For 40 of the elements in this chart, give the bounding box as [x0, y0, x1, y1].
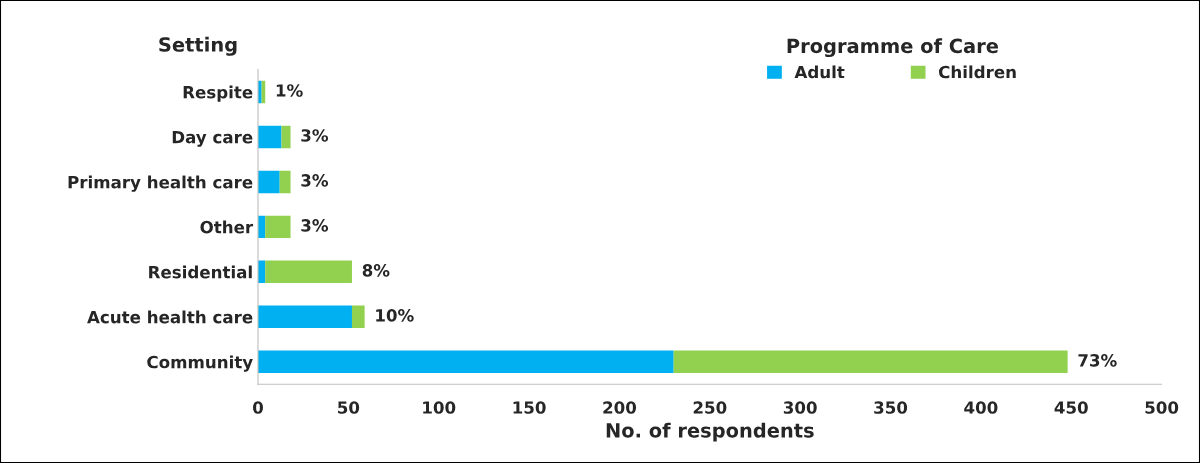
x-tick-label: 300 [783, 401, 817, 414]
x-tick-label: 350 [874, 401, 908, 414]
y-tick-label: Residential [149, 265, 252, 279]
annotation: 73% [1078, 354, 1117, 367]
annotation: 3% [301, 174, 329, 187]
bar [258, 350, 674, 374]
legend-label: Children [938, 65, 1016, 79]
x-tick-label: 400 [964, 401, 998, 414]
bar [265, 260, 352, 284]
legend-label: Adult [794, 65, 845, 79]
bar [279, 170, 291, 194]
y-tick-label: Day care [172, 131, 253, 147]
x-tick-label: 250 [693, 401, 727, 414]
bar [281, 125, 291, 149]
bar [258, 305, 352, 329]
x-axis-title: No. of respondents [606, 422, 814, 442]
x-tick-label: 50 [338, 401, 360, 414]
bar [258, 170, 280, 194]
x-tick-label: 0 [253, 401, 263, 414]
x-tick-label: 150 [513, 401, 546, 414]
annotation: 10% [376, 309, 414, 322]
x-tick-label: 200 [603, 401, 637, 414]
x-tick-label: 100 [423, 401, 456, 414]
bar [673, 350, 1068, 374]
y-axis-title: Setting [159, 36, 237, 56]
x-tick-label: 500 [1145, 401, 1179, 414]
annotation: 8% [362, 264, 390, 277]
annotation: 3% [301, 219, 329, 232]
annotation: 1% [276, 84, 303, 97]
y-tick-label: Community [147, 355, 253, 372]
y-tick-label: Primary health care [68, 175, 253, 192]
legend-title: Programme of Care [787, 38, 998, 58]
y-tick-label: Acute health care [87, 310, 253, 324]
bar [265, 215, 291, 239]
x-tick-label: 450 [1054, 401, 1088, 414]
annotation: 3% [301, 129, 329, 142]
bar [351, 305, 365, 329]
bar [258, 125, 282, 149]
y-tick-label: Respite [183, 85, 253, 102]
y-tick-label: Other [200, 220, 254, 234]
